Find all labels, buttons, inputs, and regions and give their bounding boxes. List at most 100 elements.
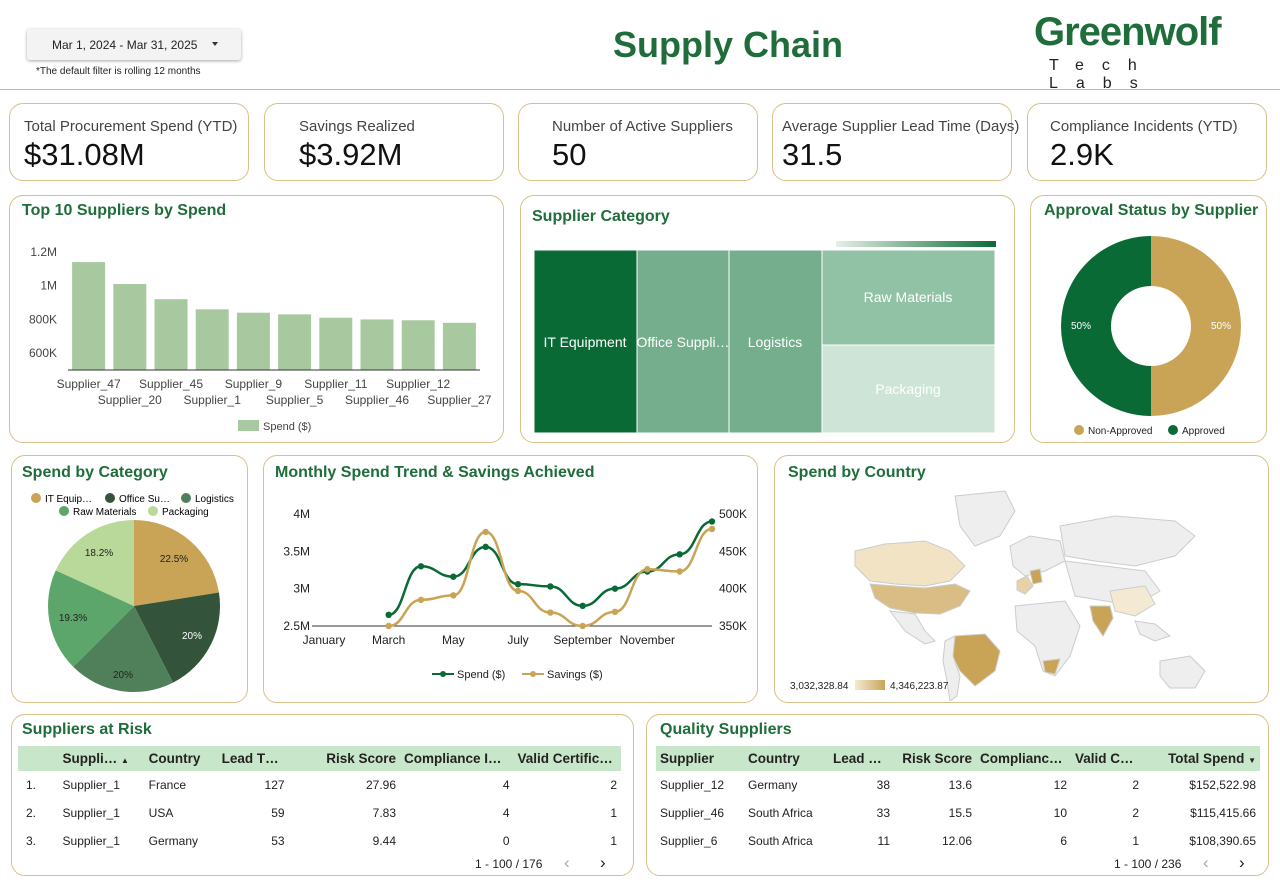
column-header-compliance[interactable]: Compliance I…: [400, 746, 514, 771]
data-point[interactable]: [676, 568, 683, 575]
bar[interactable]: [154, 299, 188, 370]
column-header-supplier[interactable]: Supplier: [656, 746, 744, 771]
data-point[interactable]: [708, 525, 716, 533]
table-row[interactable]: 1. Supplier_1 France 127 27.96 4 2: [18, 771, 621, 799]
column-header-total-spend[interactable]: Total Spend ▼: [1143, 746, 1260, 771]
map-france[interactable]: [1016, 575, 1034, 595]
map-greenland[interactable]: [954, 490, 1016, 547]
table-cell: 27.96: [366, 778, 397, 792]
bar[interactable]: [319, 317, 353, 370]
column-header-risk-score[interactable]: Risk Score: [288, 746, 401, 771]
treemap-cell-raw-materials[interactable]: [821, 249, 996, 346]
data-point[interactable]: [385, 622, 392, 630]
data-point[interactable]: [482, 543, 489, 551]
data-point[interactable]: [644, 566, 651, 573]
data-point[interactable]: [450, 592, 457, 599]
treemap-cell-logistics[interactable]: [728, 249, 823, 434]
next-page-button[interactable]: ›: [600, 853, 606, 872]
bar[interactable]: [195, 309, 229, 370]
map-china[interactable]: [1109, 585, 1156, 617]
legend-label: Office Su…: [119, 494, 170, 505]
table-row[interactable]: Supplier_46 South Africa 33 15.5 10 2 $115,415…: [656, 799, 1260, 827]
table-row[interactable]: Supplier_6 South Africa 11 12.06 6 1 $108,390.…: [656, 827, 1260, 855]
data-point[interactable]: [417, 563, 425, 570]
prev-page-button[interactable]: ‹: [564, 853, 570, 872]
column-header-risk-score[interactable]: Risk Score: [894, 746, 976, 771]
data-point[interactable]: [482, 528, 489, 536]
data-point[interactable]: [708, 518, 716, 525]
card-title: Suppliers at Risk: [22, 721, 152, 738]
card-title: Spend by Category: [22, 464, 168, 481]
column-header-valid-cert[interactable]: Valid C…: [1071, 746, 1143, 771]
legend-dot-approved: [1168, 425, 1178, 435]
map-germany[interactable]: [1029, 568, 1043, 585]
data-point[interactable]: [547, 609, 554, 616]
data-point[interactable]: [611, 585, 619, 592]
column-header-valid-cert[interactable]: Valid Certific…: [513, 746, 621, 771]
date-range-picker[interactable]: Mar 1, 2024 - Mar 31, 2025: [27, 29, 241, 60]
map-europe[interactable]: [1009, 535, 1066, 577]
treemap-cell-office-supplies[interactable]: [636, 249, 730, 434]
map-mexico[interactable]: [888, 610, 936, 645]
column-header-compliance[interactable]: Complianc…: [976, 746, 1071, 771]
data-point[interactable]: [547, 583, 554, 590]
table-row[interactable]: 3. Supplier_1 Germany 53 9.44 0 1: [18, 827, 621, 855]
donut-slice-non-approved[interactable]: [1151, 236, 1241, 416]
map-southeast-asia[interactable]: [1134, 620, 1172, 642]
next-page-button[interactable]: ›: [1239, 853, 1245, 872]
map-south-africa[interactable]: [1042, 658, 1061, 675]
map-canada[interactable]: [854, 540, 966, 587]
table-cell: Supplier_46: [660, 806, 725, 820]
monthly-trend-card: Monthly Spend Trend & Savings Achieved 4…: [263, 455, 758, 703]
column-header-lead-time[interactable]: Lead T…: [217, 746, 289, 771]
bar[interactable]: [113, 284, 147, 370]
bar[interactable]: [360, 319, 394, 370]
pie-slice[interactable]: [55, 520, 134, 606]
column-header-country[interactable]: Country: [144, 746, 218, 771]
pie-slice[interactable]: [48, 570, 134, 667]
series-line[interactable]: [388, 520, 713, 617]
top-suppliers-card: Top 10 Suppliers by Spend 1.2M 1M 800K 600K…: [9, 195, 504, 443]
spend-by-category-card: Spend by Category IT Equip… Office Su… L…: [11, 455, 248, 703]
x-tick-label: Supplier_11: [304, 377, 367, 391]
table-cell: 2: [1132, 806, 1139, 820]
prev-page-button[interactable]: ‹: [1203, 853, 1209, 872]
card-title: Monthly Spend Trend & Savings Achieved: [275, 464, 595, 481]
bar[interactable]: [442, 322, 476, 370]
bar[interactable]: [236, 312, 270, 370]
legend-dot: [31, 493, 41, 503]
suppliers-at-risk-card: Suppliers at Risk Suppli… ▲ Country Lead…: [11, 714, 634, 876]
data-point[interactable]: [450, 573, 457, 580]
data-point[interactable]: [417, 596, 425, 604]
data-point[interactable]: [611, 608, 619, 616]
map-south-america[interactable]: [942, 635, 961, 701]
data-point[interactable]: [385, 611, 392, 618]
column-header-supplier[interactable]: Suppli… ▲: [58, 746, 145, 771]
map-australia[interactable]: [1159, 655, 1206, 689]
map-russia[interactable]: [1059, 515, 1196, 567]
treemap-cell-it-equipment[interactable]: [533, 249, 638, 434]
column-header-country[interactable]: Country: [744, 746, 829, 771]
treemap-cell-packaging[interactable]: [821, 344, 996, 434]
data-point[interactable]: [579, 622, 586, 630]
map-usa[interactable]: [869, 583, 971, 615]
table-row[interactable]: 2. Supplier_1 USA 59 7.83 4 1: [18, 799, 621, 827]
quality-suppliers-card: Quality Suppliers Supplier Country Lead …: [646, 714, 1269, 876]
pie-slice[interactable]: [134, 520, 219, 606]
bar[interactable]: [401, 320, 435, 370]
data-point[interactable]: [579, 602, 586, 610]
data-point[interactable]: [676, 551, 683, 558]
map-india[interactable]: [1089, 605, 1114, 637]
pie-slice[interactable]: [73, 606, 174, 692]
table-row[interactable]: Supplier_12 Germany 38 13.6 12 2 $152,522.98: [656, 771, 1260, 799]
column-header-lead-time[interactable]: Lead …: [829, 746, 894, 771]
data-point[interactable]: [514, 587, 522, 595]
donut-slice-approved[interactable]: [1061, 236, 1151, 416]
data-point[interactable]: [514, 580, 522, 588]
column-header-label: Total Spend: [1168, 751, 1245, 766]
map-africa[interactable]: [1014, 600, 1081, 677]
bar[interactable]: [72, 262, 106, 370]
pie-slice[interactable]: [134, 592, 220, 683]
table-cell: 1: [610, 806, 617, 820]
bar[interactable]: [278, 314, 312, 370]
